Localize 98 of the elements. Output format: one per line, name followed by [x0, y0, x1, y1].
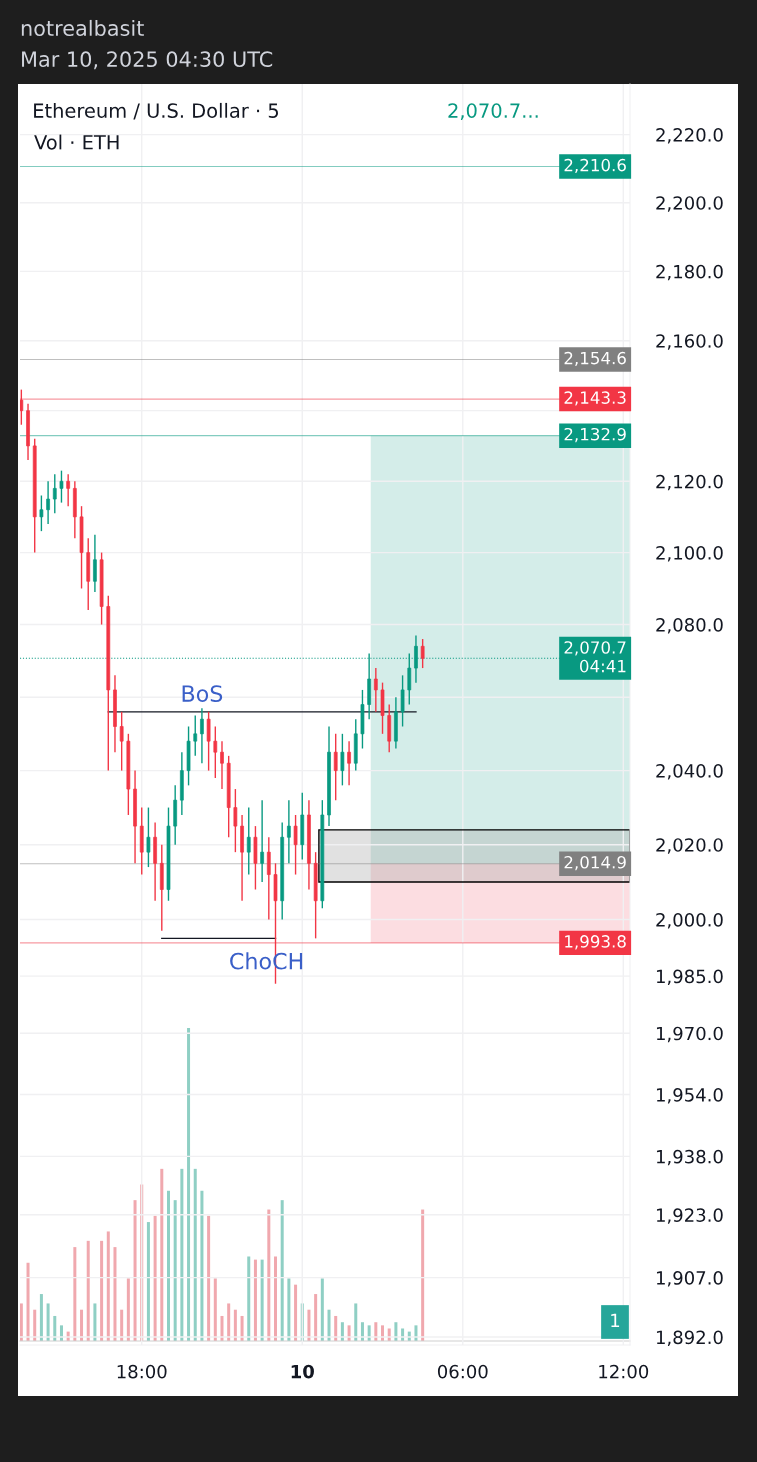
candlestick	[333, 733, 338, 801]
text: Ethereum / U.S. Dollar · 5	[34, 102, 279, 120]
candlestick	[246, 806, 251, 876]
ref-line-label: 2,154.6	[564, 351, 626, 367]
bar	[20, 1303, 23, 1341]
bar	[294, 1284, 298, 1341]
bar	[421, 1209, 425, 1341]
bar	[146, 1222, 150, 1341]
y-tick-label: 2,080.0	[656, 618, 723, 634]
bar	[73, 1247, 77, 1341]
bar	[207, 1215, 211, 1341]
bar	[354, 1303, 358, 1341]
bar	[133, 1200, 137, 1341]
bar	[113, 1247, 117, 1341]
candlestick	[200, 707, 204, 764]
ref-line-label: 2,014.9	[564, 855, 626, 871]
bar	[106, 1231, 110, 1341]
bar	[180, 1168, 184, 1341]
ref-line-label: 2,070.7 04:41	[564, 641, 626, 673]
bar	[86, 1240, 90, 1341]
y-tick-label: 2,120.0	[656, 474, 723, 491]
bar	[26, 1262, 30, 1341]
bar	[320, 1278, 324, 1341]
bar	[280, 1200, 284, 1341]
candlestick	[400, 674, 405, 728]
y-tick-label: 1,923.0	[656, 1208, 723, 1224]
text: notrealbasit	[21, 19, 144, 37]
bar	[247, 1256, 251, 1341]
bar	[193, 1168, 197, 1341]
bar	[173, 1200, 177, 1341]
ref-line-label: 2,132.9	[564, 427, 626, 443]
candlestick	[213, 725, 218, 779]
bar	[260, 1259, 264, 1341]
candlestick	[373, 667, 378, 713]
bar	[267, 1209, 271, 1341]
y-tick-label: 1,985.0	[656, 969, 723, 986]
annotation: 1	[611, 1313, 620, 1327]
y-tick-label: 2,100.0	[656, 546, 723, 562]
bar	[39, 1294, 43, 1341]
y-tick-label: 1,954.0	[656, 1088, 723, 1104]
candlestick	[347, 740, 351, 787]
candlestick	[20, 388, 24, 426]
candlestick	[46, 480, 50, 525]
annotation: 2,070.7...	[448, 103, 538, 120]
candlestick	[287, 799, 291, 865]
bar	[314, 1294, 318, 1341]
ref-line-label: 2,210.6	[564, 158, 626, 174]
bar	[200, 1190, 204, 1341]
candlestick	[193, 714, 198, 757]
candlestick	[206, 711, 211, 772]
bar	[46, 1303, 50, 1341]
bar	[213, 1278, 217, 1341]
bar	[93, 1303, 97, 1341]
candlestick	[146, 806, 151, 868]
bar	[100, 1240, 104, 1341]
bar	[187, 1028, 191, 1341]
x-tick-label: 12:00	[599, 1364, 649, 1379]
candlestick	[59, 469, 64, 504]
candlestick	[293, 814, 298, 876]
y-tick-label: 1,938.0	[656, 1149, 723, 1166]
bar	[166, 1190, 170, 1341]
candlestick	[266, 836, 271, 921]
y-tick-label: 2,220.0	[656, 128, 723, 144]
candlestick	[260, 799, 264, 883]
y-tick-label: 1,892.0	[656, 1330, 723, 1346]
candlestick	[340, 733, 345, 787]
bar	[153, 1215, 157, 1341]
candlestick	[233, 788, 238, 853]
x-tick-label: 10	[291, 1364, 314, 1379]
candlestick	[93, 534, 97, 593]
y-tick-label: 2,200.0	[656, 196, 723, 212]
ref-line-label: 2,143.3	[564, 391, 626, 406]
bar	[220, 1315, 224, 1341]
bar	[287, 1278, 291, 1341]
candlestick	[39, 494, 44, 532]
x-tick-label: 18:00	[117, 1364, 167, 1379]
candlestick	[420, 638, 425, 669]
y-tick-label: 1,907.0	[656, 1271, 723, 1287]
y-tick-label: 2,000.0	[656, 912, 723, 929]
y-tick-label: 2,040.0	[656, 764, 723, 780]
annotation: BoS	[182, 685, 223, 702]
bar	[227, 1303, 231, 1341]
candlestick	[52, 473, 57, 514]
text: Mar 10, 2025 04:30 UTC	[22, 51, 273, 70]
y-tick-label: 2,020.0	[656, 838, 723, 854]
bar	[253, 1259, 257, 1341]
y-tick-label: 2,160.0	[656, 334, 723, 350]
candlestick	[220, 740, 224, 790]
y-tick-label: 2,180.0	[656, 264, 723, 281]
bar	[274, 1256, 278, 1341]
bar	[126, 1278, 130, 1341]
candlestick	[66, 473, 71, 507]
chart-title: Vol · ETH	[34, 134, 119, 150]
ref-line-label: 1,993.8	[565, 935, 626, 950]
y-tick-label: 1,970.0	[656, 1026, 723, 1043]
candlestick	[119, 711, 124, 772]
x-tick-label: 06:00	[437, 1364, 488, 1379]
bar	[160, 1168, 164, 1341]
